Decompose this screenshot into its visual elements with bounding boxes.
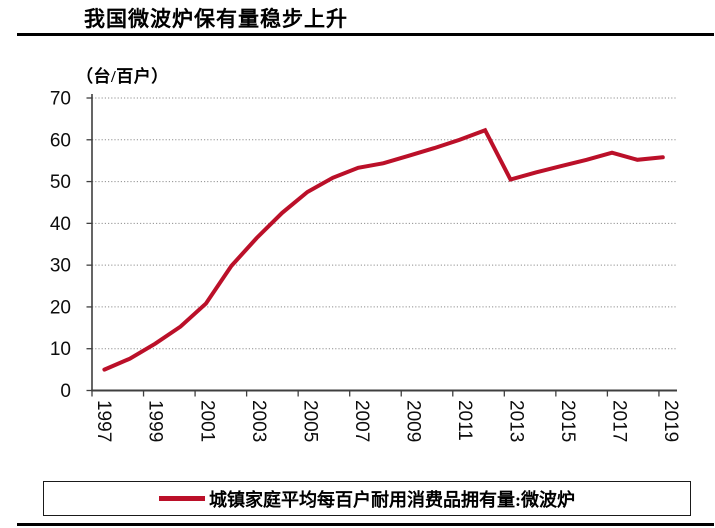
x-tick-label: 2009 xyxy=(402,400,423,442)
x-tick-label: 2011 xyxy=(454,400,475,441)
chart-title: 我国微波炉保有量稳步上升 xyxy=(84,7,348,31)
y-tick-label: 30 xyxy=(50,256,71,277)
x-tick-label: 1999 xyxy=(145,400,166,442)
x-tick-label: 2013 xyxy=(506,400,527,442)
x-tick-label: 2001 xyxy=(196,400,217,442)
y-tick-label: 40 xyxy=(50,214,71,235)
x-tick-label: 2017 xyxy=(609,400,630,442)
legend: 城镇家庭平均每百户耐用消费品拥有量:微波炉 xyxy=(43,481,691,516)
y-tick-label: 50 xyxy=(50,172,71,193)
legend-label: 城镇家庭平均每百户耐用消费品拥有量:微波炉 xyxy=(209,489,575,510)
legend-line-swatch xyxy=(159,496,205,501)
x-tick-label: 2005 xyxy=(299,400,320,442)
y-tick-label: 10 xyxy=(50,339,71,360)
title-divider-rule xyxy=(17,33,714,36)
x-tick-label: 2019 xyxy=(660,400,681,442)
y-tick-label: 70 xyxy=(50,89,71,110)
y-tick-label: 0 xyxy=(60,381,71,402)
x-tick-label: 1997 xyxy=(93,400,114,442)
y-tick-label: 60 xyxy=(50,130,71,151)
x-tick-label: 2003 xyxy=(248,400,269,442)
x-tick-label: 2015 xyxy=(557,400,578,442)
y-tick-label: 20 xyxy=(50,297,71,318)
series-line xyxy=(102,127,665,372)
bottom-border-rule xyxy=(17,523,714,526)
y-axis-unit-label: （台/百户） xyxy=(76,67,169,86)
x-tick-label: 2007 xyxy=(351,400,372,442)
